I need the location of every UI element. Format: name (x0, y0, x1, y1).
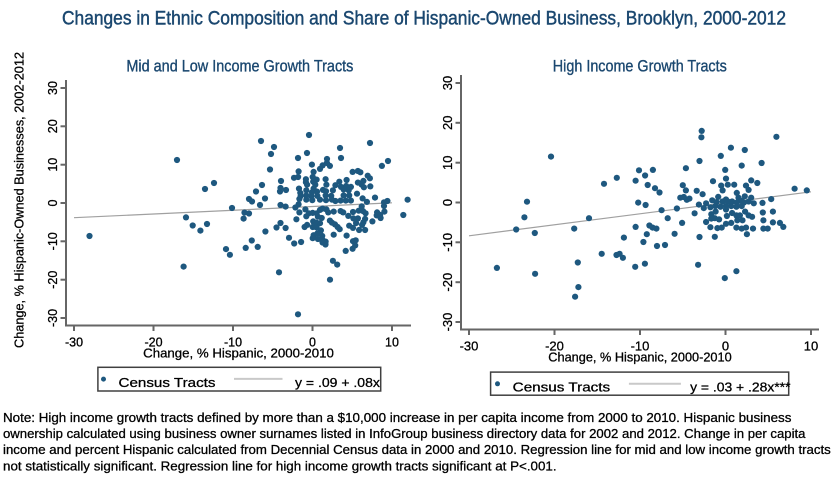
svg-text:income and percent Hispanic ca: income and percent Hispanic calculated f… (3, 443, 831, 457)
svg-text:Change, % Hispanic, 2000-2010: Change, % Hispanic, 2000-2010 (143, 347, 334, 361)
svg-text:20: 20 (46, 119, 60, 133)
svg-text:ownership calculated using bus: ownership calculated using business owne… (3, 427, 806, 441)
svg-text:-10: -10 (440, 233, 455, 252)
svg-text:10: 10 (385, 336, 399, 350)
svg-text:-10: -10 (46, 232, 60, 250)
svg-text:0: 0 (440, 199, 455, 206)
svg-text:-20: -20 (545, 339, 564, 354)
svg-text:-30: -30 (46, 309, 60, 327)
svg-text:-10: -10 (631, 339, 650, 354)
svg-text:High Income Growth Tracts: High Income Growth Tracts (553, 57, 727, 75)
svg-text:Mid and Low Income Growth Trac: Mid and Low Income Growth Tracts (126, 57, 353, 75)
svg-text:-30: -30 (65, 336, 83, 350)
svg-text:0: 0 (722, 339, 729, 354)
svg-text:Census Tracts: Census Tracts (119, 375, 216, 390)
svg-text:0: 0 (309, 336, 316, 350)
svg-text:-30: -30 (440, 313, 455, 332)
svg-text:-10: -10 (224, 336, 242, 350)
svg-text:y = .03 + .28x***: y = .03 + .28x*** (690, 380, 790, 395)
svg-text:Change, % Hispanic-Owned Busin: Change, % Hispanic-Owned Businesses, 200… (12, 52, 26, 348)
svg-text:-20: -20 (46, 271, 60, 289)
svg-text:20: 20 (440, 116, 455, 130)
svg-text:10: 10 (804, 339, 818, 354)
svg-text:-30: -30 (460, 339, 479, 354)
svg-text:30: 30 (440, 76, 455, 90)
svg-text:10: 10 (46, 158, 60, 172)
svg-text:Note: High income growth tract: Note: High income growth tracts defined … (3, 411, 791, 425)
svg-text:-20: -20 (440, 273, 455, 292)
svg-text:0: 0 (46, 199, 60, 206)
svg-text:Change, % Hispanic, 2000-2010: Change, % Hispanic, 2000-2010 (548, 351, 731, 365)
svg-text:-20: -20 (144, 336, 162, 350)
svg-text:not statistically significant.: not statistically significant. Regressio… (3, 459, 557, 473)
svg-text:Census Tracts: Census Tracts (513, 380, 611, 395)
svg-text:y = .09 + .08x: y = .09 + .08x (295, 375, 380, 390)
svg-text:Changes in Ethnic Composition: Changes in Ethnic Composition and Share … (62, 8, 786, 30)
svg-text:30: 30 (46, 81, 60, 95)
svg-text:10: 10 (440, 155, 455, 169)
